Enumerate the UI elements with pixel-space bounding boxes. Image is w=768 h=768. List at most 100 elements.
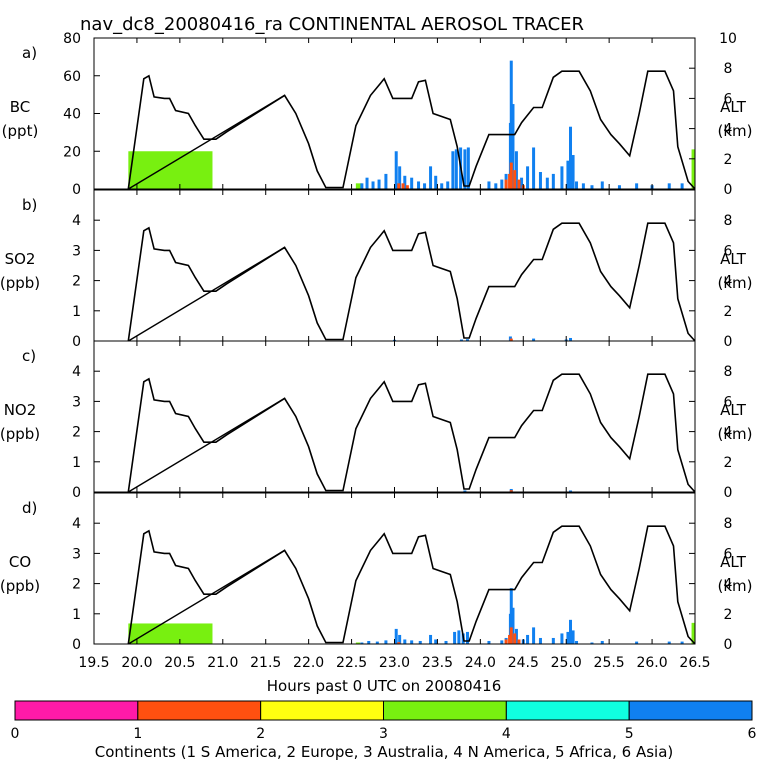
data-spike — [463, 490, 467, 492]
alt-tick-label: 4 — [724, 425, 733, 441]
colorbar-segment-australia — [260, 700, 384, 721]
x-tick-label: 23.5 — [422, 655, 453, 671]
altitude-line — [127, 397, 285, 493]
data-spike — [434, 175, 438, 189]
data-spike — [532, 627, 536, 644]
colorbar-segment-africa — [505, 700, 630, 721]
y-tick-label: 4 — [72, 516, 81, 532]
alt-label: ALT — [720, 553, 747, 571]
altitude-line — [127, 246, 285, 342]
series-n-america — [128, 149, 695, 189]
colorbar-tick-label: 0 — [11, 726, 20, 742]
data-spike — [513, 633, 517, 644]
y-tick-label: 3 — [72, 546, 81, 562]
data-spike — [600, 181, 604, 189]
panel-letter: c) — [22, 347, 36, 365]
colorbar-segment-asia — [628, 700, 753, 721]
data-spike — [403, 639, 407, 644]
y-tick-label: 2 — [72, 274, 81, 290]
altitude-line — [127, 70, 696, 190]
y-tick-label: 0 — [72, 182, 81, 198]
alt-tick-label: 8 — [724, 364, 733, 380]
data-spike — [526, 634, 530, 644]
data-spike — [635, 641, 639, 644]
data-spike — [517, 639, 521, 644]
alt-tick-label: 6 — [724, 546, 733, 562]
series-europe — [509, 338, 513, 341]
unit-label: (ppb) — [0, 425, 40, 443]
data-spike — [566, 160, 570, 189]
data-spike — [401, 183, 405, 189]
panel-letter: a) — [22, 44, 37, 62]
data-spike — [509, 338, 513, 341]
data-spike — [581, 183, 585, 189]
x-tick-label: 21.5 — [250, 655, 281, 671]
data-spike — [532, 338, 536, 341]
data-spike — [509, 60, 513, 190]
data-spike — [538, 637, 542, 644]
data-spike — [513, 170, 517, 189]
x-tick-label: 24.0 — [465, 655, 496, 671]
data-spike — [453, 631, 457, 644]
data-spike — [494, 183, 498, 189]
panel-bc: 0 20 40 60 80 0 2 4 6 8 10 a) BC (ppt) ALT (km) — [2, 31, 753, 198]
colorbar-tick-label: 2 — [256, 726, 265, 742]
data-spike — [444, 640, 448, 644]
data-spike — [500, 640, 504, 644]
y-tick-label: 2 — [72, 425, 81, 441]
data-spike — [551, 637, 555, 644]
data-spike — [365, 177, 369, 189]
altitude-line — [127, 94, 285, 190]
alt-tick-label: 2 — [724, 304, 733, 320]
y-tick-label: 1 — [72, 304, 81, 320]
data-spike — [397, 642, 401, 644]
alt-tick-label: 4 — [724, 274, 733, 290]
data-spike — [377, 179, 381, 189]
altitude-line — [127, 222, 696, 342]
data-spike — [429, 166, 433, 189]
data-spike — [410, 640, 414, 644]
y-tick-label: 20 — [63, 144, 81, 160]
x-tick-labels: 19.5 20.0 20.5 21.0 21.5 22.0 22.5 23.0 23.5 24.0… — [78, 655, 710, 671]
data-spike — [397, 183, 401, 189]
x-tick-label: 25.0 — [551, 655, 582, 671]
data-spike — [500, 179, 504, 189]
colorbar-label: Continents (1 S America, 2 Europe, 3 Aus… — [95, 743, 674, 761]
data-spike — [360, 642, 364, 644]
y-tick-label: 60 — [63, 69, 81, 85]
data-spike — [520, 177, 524, 189]
data-spike — [532, 147, 536, 189]
data-block — [691, 149, 695, 189]
y-tick-label: 3 — [72, 243, 81, 259]
data-spike — [360, 183, 364, 189]
alt-tick-label: 4 — [724, 577, 733, 593]
chart-title: nav_dc8_20080416_ra CONTINENTAL AEROSOL … — [80, 14, 584, 35]
data-spike — [667, 183, 671, 189]
y-tick-label: 1 — [72, 455, 81, 471]
alt-label: ALT — [720, 250, 747, 268]
alt-tick-label: 2 — [724, 455, 733, 471]
data-spike — [569, 126, 573, 189]
data-spike — [538, 172, 542, 189]
x-tick-label: 22.0 — [293, 655, 324, 671]
data-spike — [551, 173, 555, 189]
species-label: BC — [10, 98, 31, 116]
data-spike — [560, 633, 564, 644]
data-spike — [569, 337, 573, 341]
data-block — [691, 622, 695, 644]
x-tick-label: 24.5 — [508, 655, 539, 671]
series-n-america — [128, 622, 695, 644]
panel-letter: b) — [22, 196, 37, 214]
alt-unit-label: (km) — [717, 274, 752, 292]
alt-tick-label: 2 — [724, 152, 733, 168]
series-europe — [509, 490, 513, 492]
altitude-line — [127, 525, 696, 645]
data-spike — [459, 339, 463, 341]
colorbar-tick-label: 3 — [379, 726, 388, 742]
data-spike — [560, 166, 564, 189]
data-spike — [394, 151, 398, 189]
alt-tick-label: 8 — [724, 516, 733, 532]
data-spike — [454, 149, 458, 189]
